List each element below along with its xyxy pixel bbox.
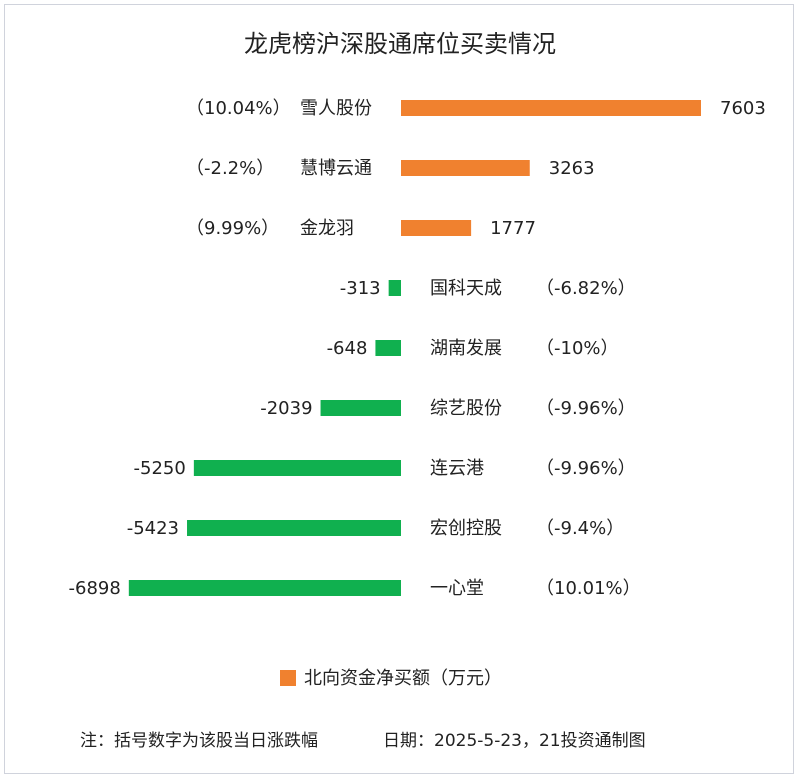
footnote-note: 注：括号数字为该股当日涨跌幅: [80, 731, 318, 751]
chart-title: 龙虎榜沪深股通席位买卖情况: [244, 30, 556, 58]
legend: 北向资金净买额（万元）: [280, 668, 502, 689]
legend-label: 北向资金净买额（万元）: [304, 668, 502, 689]
bar-negative: [388, 280, 401, 296]
stock-name: 金龙羽: [300, 218, 354, 239]
bar-negative: [320, 400, 401, 416]
value-label: -2039: [260, 398, 312, 419]
value-label: -5250: [134, 458, 186, 479]
change-label: （-2.2%）: [186, 158, 274, 179]
legend-swatch: [280, 670, 296, 686]
footnote: 注：括号数字为该股当日涨跌幅 日期：2025-5-23，21投资通制图: [80, 731, 646, 751]
chart-frame: [4, 4, 794, 774]
bar-negative: [128, 580, 401, 596]
stock-name: 一心堂: [430, 578, 484, 599]
change-label: （-9.96%）: [536, 398, 636, 419]
change-label: （10.01%）: [536, 578, 641, 599]
bar-negative: [375, 340, 401, 356]
change-label: （9.99%）: [186, 218, 279, 239]
bar-positive: [401, 160, 530, 176]
bar-negative: [187, 520, 401, 536]
stock-name: 雪人股份: [300, 98, 372, 119]
value-label: -648: [327, 338, 368, 359]
stock-name: 国科天成: [430, 278, 502, 299]
change-label: （-9.96%）: [536, 458, 636, 479]
stock-name: 综艺股份: [430, 398, 502, 419]
change-label: （-6.82%）: [536, 278, 636, 299]
stock-name: 宏创控股: [430, 518, 502, 539]
change-label: （-9.4%）: [536, 518, 624, 539]
stock-name: 连云港: [430, 458, 484, 479]
footnote-source: 日期：2025-5-23，21投资通制图: [383, 731, 646, 751]
bars-group: （10.04%） 雪人股份 7603 （-2.2%） 慧博云通 3263 （9.99%） 金龙…: [69, 98, 766, 599]
value-label: 7603: [720, 98, 766, 119]
value-label: -313: [340, 278, 381, 299]
bar-positive: [401, 220, 472, 236]
value-label: -5423: [127, 518, 179, 539]
value-label: 1777: [490, 218, 536, 239]
change-label: （-10%）: [536, 338, 619, 359]
stock-name: 慧博云通: [300, 158, 372, 179]
bar-negative: [193, 460, 401, 476]
bar-positive: [401, 100, 701, 116]
value-label: 3263: [549, 158, 595, 179]
change-label: （10.04%）: [186, 98, 291, 119]
stock-name: 湖南发展: [430, 338, 502, 359]
value-label: -6898: [69, 578, 121, 599]
